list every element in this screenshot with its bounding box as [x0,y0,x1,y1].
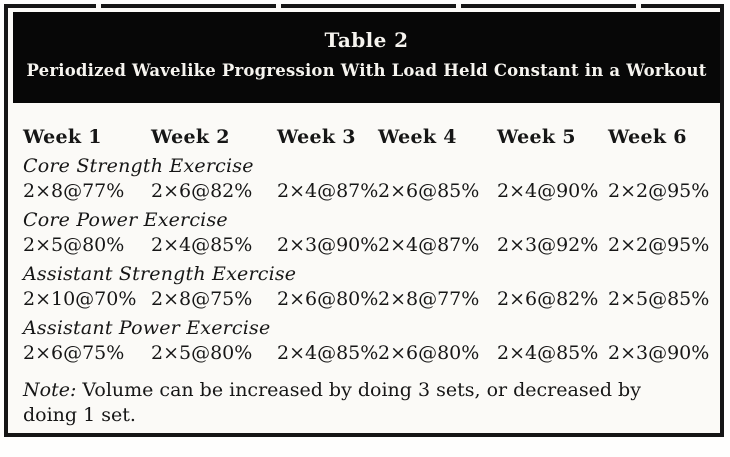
table-number: Table 2 [324,28,409,52]
section-label: Core Strength Exercise [23,155,254,177]
column-header-week-5: Week 5 [497,126,576,148]
table-cell: 2×6@80% [277,288,379,310]
table-cell: 2×10@70% [23,288,137,310]
table-cell: 2×6@82% [497,288,599,310]
table-cell: 2×4@85% [497,342,599,364]
table-cell: 2×5@80% [151,342,253,364]
table-cell: 2×2@95% [608,234,710,256]
column-header-week-4: Week 4 [378,126,457,148]
section-assistant-power: Assistant Power Exercise 2×6@75% 2×5@80%… [8,316,720,366]
column-header-week-3: Week 3 [277,126,356,148]
table-cell: 2×6@85% [378,180,480,202]
table-cell: 2×5@80% [23,234,125,256]
table-cell: 2×4@87% [378,234,480,256]
section-label: Assistant Power Exercise [23,317,271,339]
section-core-strength: Core Strength Exercise 2×8@77% 2×6@82% 2… [8,154,720,204]
table-cell: 2×6@75% [23,342,125,364]
section-assistant-strength: Assistant Strength Exercise 2×10@70% 2×8… [8,262,720,312]
table-cell: 2×4@85% [277,342,379,364]
table-cell: 2×4@90% [497,180,599,202]
column-header-week-2: Week 2 [151,126,230,148]
section-core-power: Core Power Exercise 2×5@80% 2×4@85% 2×3@… [8,208,720,258]
table-row: 2×8@77% 2×6@82% 2×4@87% 2×6@85% 2×4@90% … [8,179,720,204]
table-header-banner: Table 2 Periodized Wavelike Progression … [13,12,720,103]
table-cell: 2×6@82% [151,180,253,202]
table-cell: 2×6@80% [378,342,480,364]
table-cell: 2×5@85% [608,288,710,310]
section-label: Assistant Strength Exercise [23,263,297,285]
table-cell: 2×3@90% [277,234,379,256]
column-header-week-1: Week 1 [23,126,102,148]
week-header-row: Week 1 Week 2 Week 3 Week 4 Week 5 Week … [8,125,720,150]
table-title: Periodized Wavelike Progression With Loa… [26,61,707,80]
table-cell: 2×8@75% [151,288,253,310]
table-cell: 2×4@85% [151,234,253,256]
table-cell: 2×8@77% [23,180,125,202]
table-cell: 2×4@87% [277,180,379,202]
column-header-week-6: Week 6 [608,126,687,148]
table-cell: 2×3@90% [608,342,710,364]
note-label: Note: [23,379,77,401]
table-note: Note: Volume can be increased by doing 3… [8,378,668,428]
table-cell: 2×2@95% [608,180,710,202]
section-label: Core Power Exercise [23,209,228,231]
note-text: Volume can be increased by doing 3 sets,… [23,379,641,426]
table-row: 2×6@75% 2×5@80% 2×4@85% 2×6@80% 2×4@85% … [8,341,720,366]
table-cell: 2×3@92% [497,234,599,256]
table-cell: 2×8@77% [378,288,480,310]
table-row: 2×5@80% 2×4@85% 2×3@90% 2×4@87% 2×3@92% … [8,233,720,258]
periodization-table: Table 2 Periodized Wavelike Progression … [4,4,724,437]
table-row: 2×10@70% 2×8@75% 2×6@80% 2×8@77% 2×6@82%… [8,287,720,312]
